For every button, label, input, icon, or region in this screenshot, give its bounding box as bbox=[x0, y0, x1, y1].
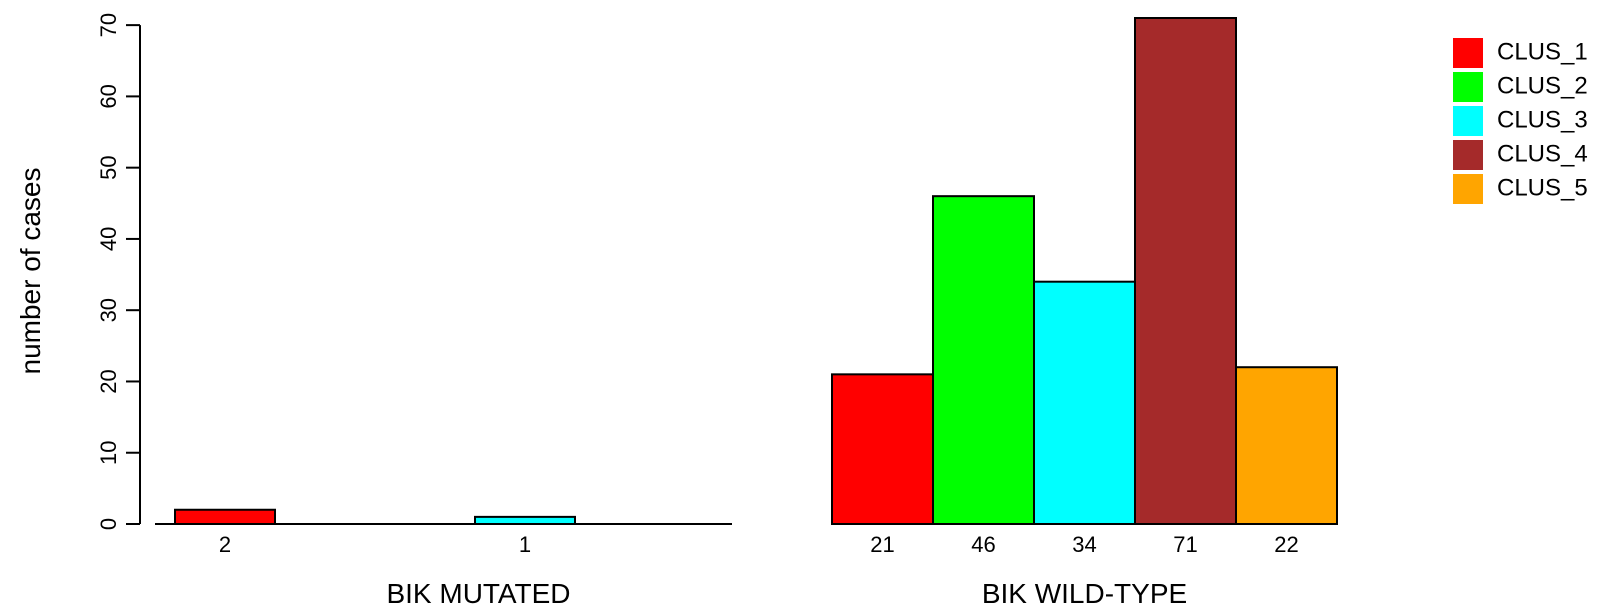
bar-clus-1 bbox=[174, 508, 276, 526]
y-tick-label: 70 bbox=[96, 13, 121, 37]
legend-swatch bbox=[1453, 38, 1483, 68]
legend-label: CLUS_5 bbox=[1497, 174, 1588, 201]
group-title: BIK WILD-TYPE bbox=[982, 578, 1187, 607]
legend-label: CLUS_1 bbox=[1497, 38, 1588, 65]
y-axis-title: number of cases bbox=[15, 168, 46, 375]
bar-count-label: 34 bbox=[1072, 532, 1096, 557]
y-tick-label: 40 bbox=[96, 227, 121, 251]
legend-swatch bbox=[1453, 140, 1483, 170]
legend-swatch bbox=[1453, 72, 1483, 102]
bar-count-label: 1 bbox=[519, 532, 531, 557]
bar-count-label: 21 bbox=[870, 532, 894, 557]
legend-label: CLUS_3 bbox=[1497, 106, 1588, 133]
bar-count-label: 2 bbox=[219, 532, 231, 557]
bar-clus-1 bbox=[831, 373, 934, 526]
y-tick-label: 20 bbox=[96, 369, 121, 393]
bar-count-label: 71 bbox=[1173, 532, 1197, 557]
bars bbox=[174, 17, 1338, 526]
bar-count-label: 22 bbox=[1274, 532, 1298, 557]
y-tick-label: 10 bbox=[96, 440, 121, 464]
legend-swatch bbox=[1453, 174, 1483, 204]
bar-clus-5 bbox=[1235, 366, 1338, 525]
bar-clus-3 bbox=[1033, 280, 1136, 526]
y-tick-label: 30 bbox=[96, 298, 121, 322]
bar-count-label: 46 bbox=[971, 532, 995, 557]
legend-label: CLUS_2 bbox=[1497, 72, 1588, 99]
group-title: BIK MUTATED bbox=[386, 578, 570, 607]
legend: CLUS_1 CLUS_2 CLUS_3 CLUS_4 CLUS_5 bbox=[1453, 38, 1588, 204]
y-tick-label: 0 bbox=[96, 518, 121, 530]
y-axis: 0 10 20 30 40 50 60 70 bbox=[96, 13, 141, 530]
bar-clus-2 bbox=[932, 195, 1035, 526]
bar-clus-4 bbox=[1134, 17, 1237, 525]
legend-label: CLUS_4 bbox=[1497, 140, 1588, 167]
y-tick-label: 60 bbox=[96, 84, 121, 108]
y-tick-label: 50 bbox=[96, 155, 121, 179]
legend-swatch bbox=[1453, 106, 1483, 136]
bar-clus-3 bbox=[474, 515, 576, 525]
